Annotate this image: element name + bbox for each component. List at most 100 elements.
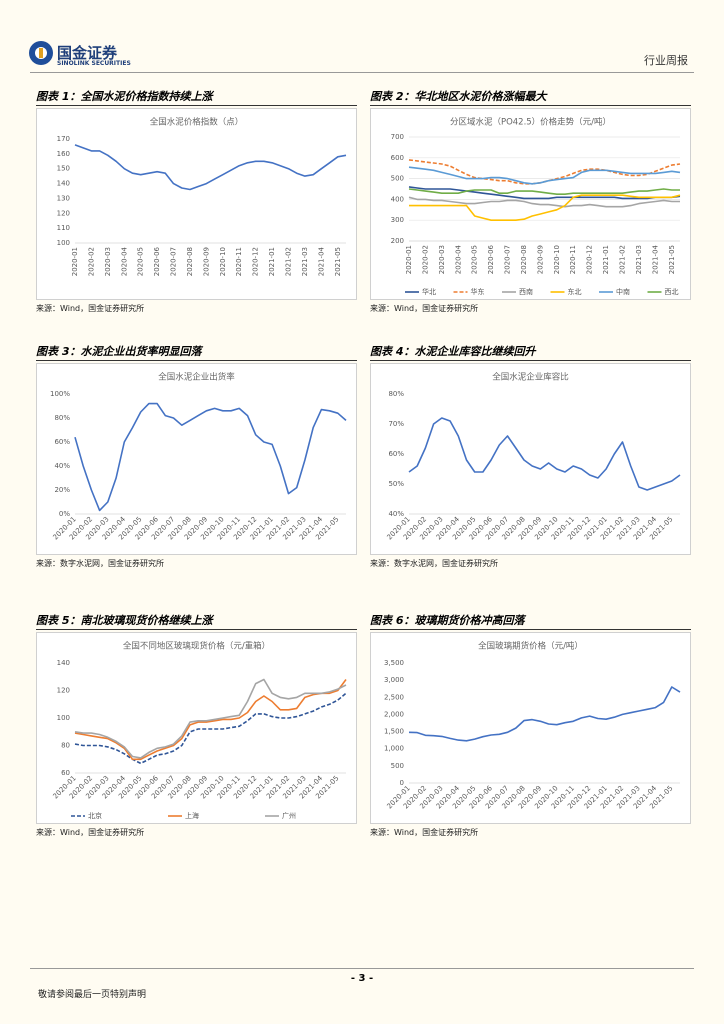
caption: 图表 2：华北地区水泥价格涨幅最大	[370, 88, 691, 106]
x-tick-label: 2021-03	[635, 245, 643, 274]
y-tick-label: 150	[57, 165, 70, 173]
x-tick-label: 2020-06	[487, 244, 495, 274]
x-tick-label: 2021-04	[651, 244, 659, 274]
y-tick-label: 170	[57, 135, 70, 143]
y-tick-label: 70%	[388, 420, 404, 428]
x-tick-label: 2020-04	[454, 244, 462, 274]
x-tick-label: 2021-01	[602, 245, 610, 274]
y-tick-label: 700	[391, 133, 404, 141]
x-tick-label: 2020-02	[87, 247, 95, 276]
report-type: 行业周报	[644, 54, 688, 67]
y-tick-label: 200	[391, 237, 404, 245]
legend-label: 中南	[616, 287, 630, 296]
x-tick-label: 2020-05	[471, 245, 479, 274]
caption: 图表 6：玻璃期货价格冲高回落	[370, 612, 691, 630]
header-rule	[30, 72, 694, 73]
caption: 图表 3：水泥企业出货率明显回落	[36, 343, 357, 361]
y-tick-label: 20%	[54, 486, 70, 494]
y-tick-label: 1,000	[384, 745, 404, 753]
series-line	[408, 188, 680, 195]
chart: 全国玻璃期货价格（元/吨） 0 500 1,000 1,500 2,000 2,500 3,0…	[370, 632, 691, 824]
series-line	[74, 678, 347, 759]
source: 来源：数字水泥网，国金证券研究所	[36, 559, 164, 568]
y-tick-label: 60	[61, 769, 70, 777]
x-tick-label: 2020-03	[438, 245, 446, 274]
figure: 图表 4：水泥企业库容比继续回升 全国水泥企业库容比 40% 50% 60% 70% 80%…	[370, 343, 691, 569]
series-line	[408, 686, 681, 742]
figure: 图表 3：水泥企业出货率明显回落 全国水泥企业出货率 0% 20% 40% 60% 80% 1…	[36, 343, 357, 569]
x-tick-label: 2020-12	[252, 247, 260, 276]
legend-label: 西南	[519, 287, 533, 296]
x-tick-label: 2020-10	[219, 247, 227, 276]
y-tick-label: 500	[391, 175, 404, 183]
legend-label: 广州	[282, 811, 296, 820]
y-tick-label: 600	[391, 154, 404, 162]
y-tick-label: 80%	[388, 390, 404, 398]
x-tick-label: 2021-04	[317, 246, 325, 276]
logo-cn: 国金证券	[57, 44, 118, 62]
chart-title: 分区域水泥（PO42.5）价格走势（元/吨）	[450, 117, 611, 128]
legend-label: 华东	[471, 287, 485, 296]
y-tick-label: 0%	[59, 510, 70, 518]
caption: 图表 5：南北玻璃现货价格继续上涨	[36, 612, 357, 630]
x-tick-label: 2020-11	[569, 245, 577, 274]
y-tick-label: 130	[57, 194, 70, 202]
y-tick-label: 2,500	[384, 693, 404, 701]
series-line	[74, 692, 347, 765]
series-line	[408, 417, 681, 491]
figure: 图表 6：玻璃期货价格冲高回落全国玻璃期货价格（元/吨） 0 500 1,000 1,5…	[370, 612, 691, 838]
y-tick-label: 80	[61, 742, 70, 750]
y-tick-label: 40%	[388, 510, 404, 518]
legend-label: 西北	[665, 288, 679, 296]
caption: 图表 1：全国水泥价格指数持续上涨	[36, 88, 357, 106]
disclaimer: 敬请参阅最后一页特别声明	[38, 990, 147, 1000]
x-tick-label: 2021-02	[285, 247, 293, 276]
y-tick-label: 0	[400, 779, 404, 787]
x-tick-label: 2020-06	[153, 246, 161, 276]
chart: 分区域水泥（PO42.5）价格走势（元/吨） 200 300 400 500 600 700…	[370, 108, 691, 300]
y-tick-label: 140	[57, 659, 70, 667]
legend-label: 北京	[88, 811, 102, 820]
series-line	[409, 194, 681, 221]
x-tick-label: 2020-11	[235, 247, 243, 276]
chart-title: 全国水泥企业库容比	[492, 372, 569, 383]
figure: 图表 2：华北地区水泥价格涨幅最大分区域水泥（PO42.5）价格走势（元/吨） 2…	[370, 88, 691, 314]
legend-label: 东北	[568, 287, 582, 296]
chart: 全国水泥企业库容比40%50%60%70%80%2020-012020-0220…	[370, 363, 691, 555]
y-tick-label: 120	[57, 687, 70, 695]
x-tick-label: 2020-07	[170, 247, 178, 276]
series-line	[408, 166, 681, 185]
x-tick-label: 2021-05	[334, 247, 342, 276]
y-tick-label: 60%	[54, 438, 70, 446]
series-line	[74, 144, 347, 191]
y-tick-label: 2,000	[384, 710, 404, 718]
chart-title: 全国不同地区玻璃现货价格（元/重箱）	[123, 641, 270, 652]
source: 来源：Wind，国金证券研究所	[36, 304, 145, 313]
y-tick-label: 500	[391, 762, 404, 770]
x-tick-label: 2021-03	[301, 247, 309, 276]
x-tick-label: 2020-07	[504, 245, 512, 274]
y-tick-label: 100	[57, 239, 70, 247]
series-line	[74, 402, 347, 512]
y-tick-label: 400	[391, 195, 404, 203]
y-tick-label: 160	[57, 150, 70, 158]
source: 来源：Wind，国金证券研究所	[370, 304, 479, 313]
chart: 全国水泥价格指数（点） 100 110 120 130 140 150 160 170 2020-…	[36, 108, 357, 300]
x-tick-label: 2021-02	[619, 245, 627, 274]
source: 来源：数字水泥网，国金证券研究所	[370, 559, 498, 568]
figure: 图表 1：全国水泥价格指数持续上涨 全国水泥价格指数（点） 100 110 120 130…	[36, 88, 357, 314]
caption: 图表 4：水泥企业库容比继续回升	[370, 343, 691, 361]
x-tick-label: 2021-01	[268, 247, 276, 276]
chart-title: 全国玻璃期货价格（元/吨）	[478, 641, 583, 652]
page-number: - 3 -	[350, 973, 374, 984]
x-tick-label: 2020-09	[536, 245, 544, 274]
x-tick-label: 2020-12	[586, 245, 594, 274]
x-tick-label: 2021-05	[668, 245, 676, 274]
y-tick-label: 140	[57, 180, 70, 188]
x-tick-label: 2020-10	[553, 245, 561, 274]
y-tick-label: 1,500	[384, 728, 404, 736]
y-tick-label: 100%	[50, 390, 70, 398]
legend-label: 华北	[422, 287, 436, 296]
x-tick-label: 2020-01	[405, 245, 413, 274]
